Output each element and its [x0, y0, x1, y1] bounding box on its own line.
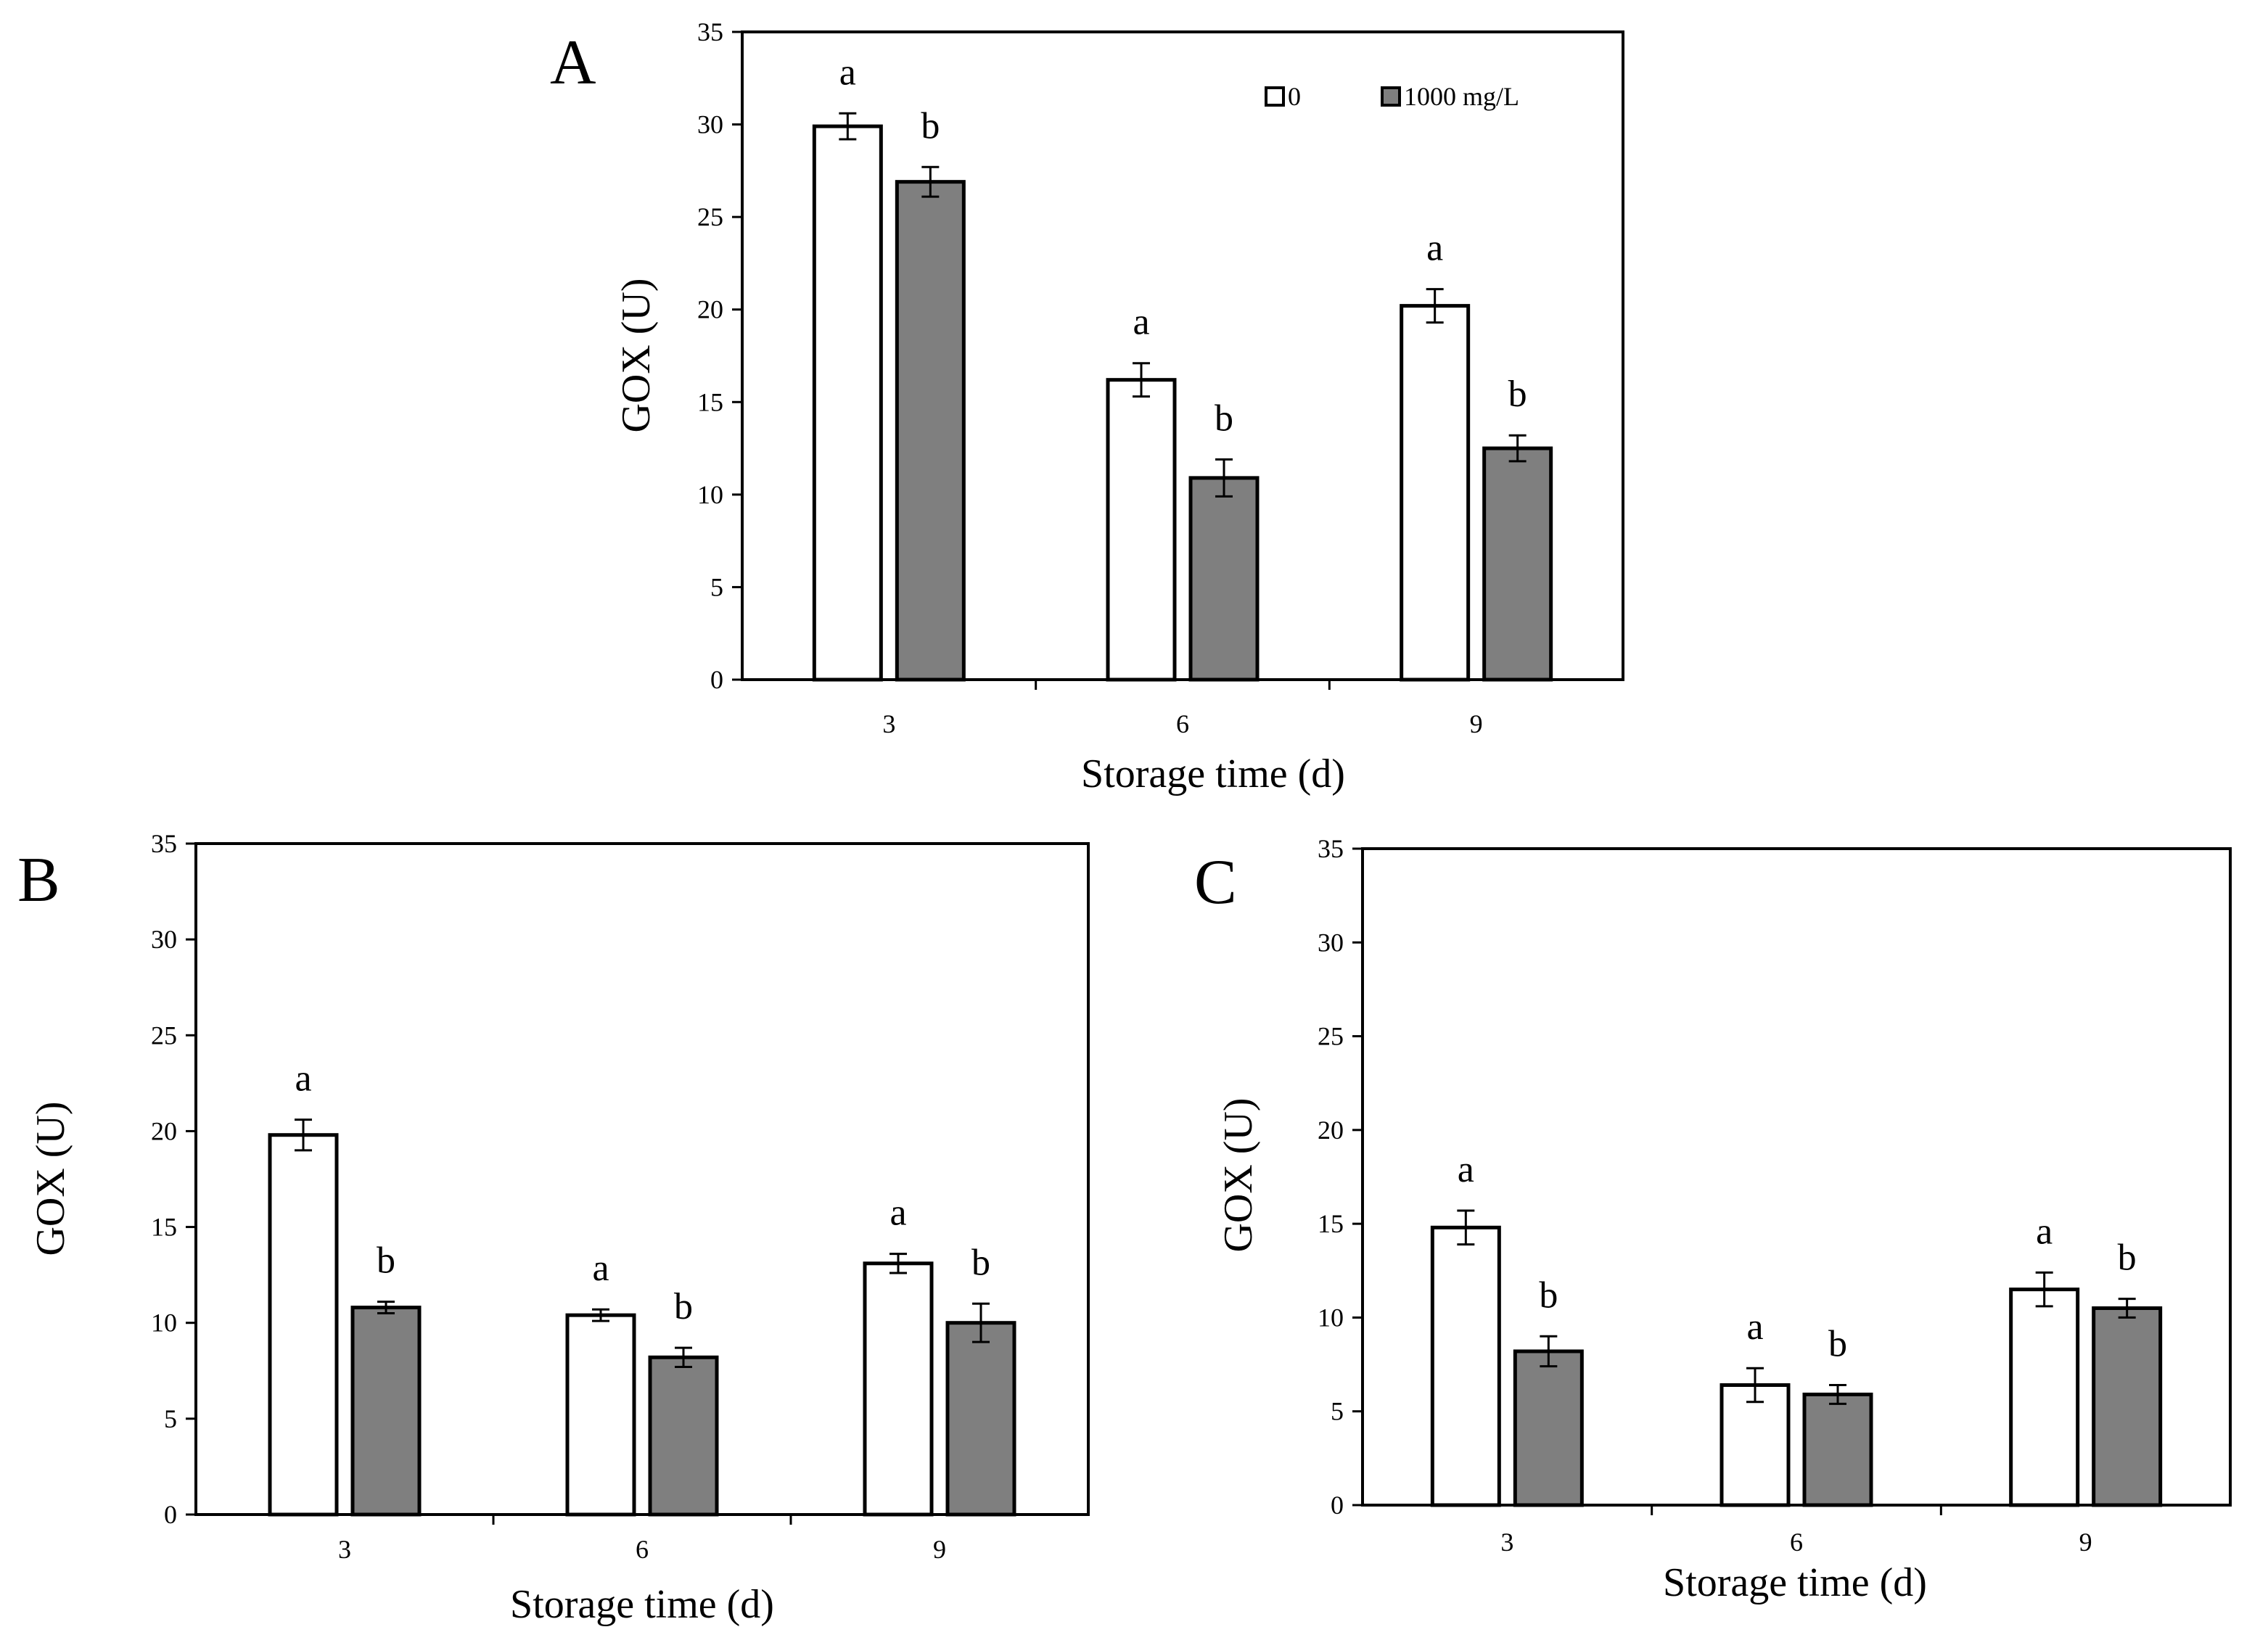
significance-label: a: [1426, 228, 1443, 269]
y-tick-label: 5: [1331, 1397, 1344, 1426]
bar-treated: [945, 1321, 1016, 1517]
x-tick-label: 3: [338, 1535, 351, 1564]
x-axis-title: Storage time (d): [1663, 1560, 1927, 1605]
y-tick-label: 15: [697, 387, 723, 416]
y-axis-title: GOX (U): [1216, 1097, 1261, 1252]
significance-label: a: [1133, 302, 1149, 343]
x-tick-label: 6: [1790, 1528, 1803, 1557]
y-tick-label: 30: [1318, 928, 1344, 957]
significance-label: a: [839, 52, 856, 93]
y-tick-label: 35: [151, 829, 177, 858]
bar-control: [1400, 304, 1471, 682]
significance-label: a: [889, 1192, 906, 1234]
significance-label: b: [377, 1240, 395, 1282]
significance-label: b: [971, 1242, 990, 1283]
bar-treated: [1802, 1392, 1873, 1507]
bar-treated: [1482, 446, 1553, 682]
panel-c: 0 5 10 15 20 25 30 35 3 a b 6 a b 9 a b Storage time (d) G…: [1194, 834, 2232, 1605]
significance-label: a: [295, 1058, 311, 1100]
y-tick-label: 5: [710, 572, 723, 601]
x-tick-label: 6: [636, 1535, 649, 1564]
y-tick-label: 30: [151, 925, 177, 954]
bar-control: [812, 124, 883, 682]
legend-swatch: [1381, 86, 1401, 107]
y-tick-label: 5: [164, 1404, 177, 1433]
legend-label: 1000 mg/L: [1404, 82, 1519, 111]
panel-b: 0 5 10 15 20 25 30 35 3 a b 6 a b 9 a b Storage time (d) G…: [17, 829, 1090, 1627]
x-axis-title: Storage time (d): [1081, 751, 1345, 796]
significance-label: a: [1458, 1149, 1474, 1190]
legend-swatch: [1265, 86, 1285, 107]
significance-label: a: [1746, 1306, 1763, 1348]
plot-frame: [194, 842, 1090, 1516]
bar-control: [565, 1313, 636, 1517]
legend: 0 1000 mg/L: [1265, 82, 1519, 111]
bar-treated: [1188, 476, 1260, 682]
x-tick-label: 3: [882, 709, 895, 738]
significance-label: a: [592, 1248, 609, 1289]
x-tick-label: 9: [1470, 709, 1483, 738]
x-tick-label: 9: [933, 1535, 946, 1564]
y-axis-title: GOX (U): [614, 278, 659, 432]
bar-control: [268, 1133, 339, 1517]
bar-control: [1430, 1225, 1501, 1507]
significance-label: b: [1539, 1274, 1558, 1316]
bar-treated: [2092, 1306, 2163, 1507]
bar-control: [1720, 1383, 1791, 1507]
y-tick-label: 30: [697, 110, 723, 139]
x-axis-title: Storage time (d): [510, 1582, 774, 1627]
panel-letter: A: [550, 28, 596, 98]
x-tick-label: 9: [2079, 1528, 2092, 1557]
y-tick-label: 35: [1318, 834, 1344, 863]
significance-label: b: [1828, 1324, 1847, 1365]
plot-frame: [1361, 847, 2232, 1507]
y-tick-label: 10: [697, 480, 723, 509]
y-tick-label: 25: [151, 1021, 177, 1050]
y-tick-label: 25: [697, 202, 723, 231]
bar-treated: [648, 1355, 719, 1517]
x-tick-label: 6: [1176, 709, 1189, 738]
y-tick-label: 20: [151, 1116, 177, 1145]
panel-letter: C: [1194, 847, 1237, 918]
x-tick-label: 3: [1500, 1528, 1513, 1557]
y-tick-label: 0: [1331, 1491, 1344, 1520]
panel-letter: B: [17, 845, 60, 915]
significance-label: b: [1215, 397, 1233, 439]
y-tick-label: 0: [710, 665, 723, 694]
legend-label: 0: [1288, 82, 1301, 111]
bar-treated: [1513, 1349, 1584, 1507]
bar-control: [2009, 1288, 2080, 1507]
y-tick-label: 10: [151, 1309, 177, 1338]
panel-a: 0 5 10 15 20 25 30 35 3 a b 6 a b 9 a b Storage time (d) G…: [550, 17, 1624, 796]
bar-control: [863, 1261, 934, 1517]
y-tick-label: 15: [151, 1213, 177, 1242]
significance-label: b: [921, 105, 940, 147]
y-tick-label: 20: [1318, 1116, 1344, 1145]
significance-label: b: [1508, 374, 1527, 415]
bar-treated: [350, 1306, 422, 1517]
bar-control: [1106, 378, 1177, 682]
bar-treated: [895, 180, 966, 682]
y-tick-label: 0: [164, 1500, 177, 1529]
significance-label: b: [2118, 1237, 2137, 1279]
significance-label: b: [674, 1286, 693, 1327]
y-tick-label: 15: [1318, 1209, 1344, 1238]
y-tick-label: 20: [697, 295, 723, 324]
significance-label: a: [2036, 1211, 2053, 1252]
y-tick-label: 25: [1318, 1022, 1344, 1051]
y-tick-label: 35: [697, 17, 723, 46]
plot-frame: [741, 30, 1624, 681]
y-axis-title: GOX (U): [28, 1101, 73, 1256]
y-tick-label: 10: [1318, 1303, 1344, 1332]
